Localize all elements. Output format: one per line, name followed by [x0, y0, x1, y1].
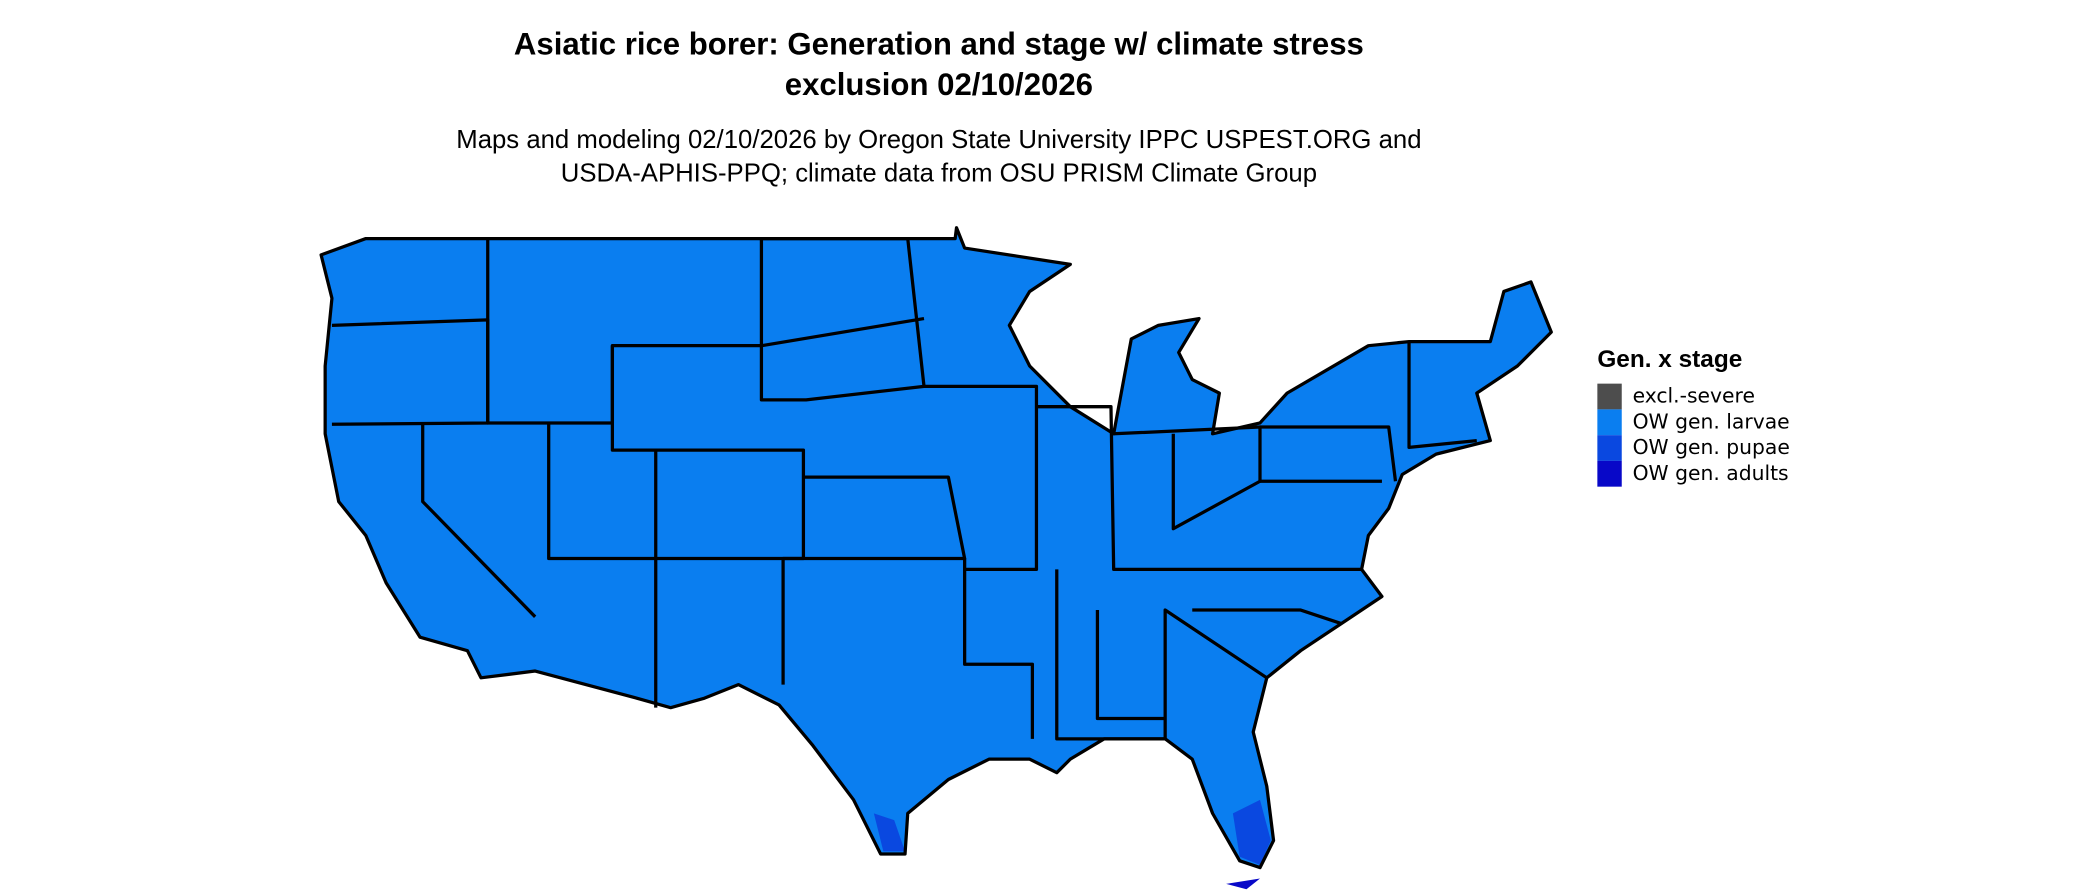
title-line: Asiatic rice borer: Generation and stage…: [514, 26, 1364, 61]
legend-label: OW gen. adults: [1633, 461, 1789, 485]
subtitle-line: Maps and modeling 02/10/2026 by Oregon S…: [456, 126, 1421, 154]
title-line: exclusion 02/10/2026: [785, 67, 1093, 102]
legend-title: Gen. x stage: [1597, 346, 1742, 373]
pupae-area: [1232, 799, 1271, 865]
adults-area: [1226, 878, 1260, 890]
subtitle-line: USDA-APHIS-PPQ; climate data from OSU PR…: [561, 160, 1317, 188]
legend-swatch: [1597, 409, 1622, 436]
legend-swatch: [1597, 435, 1622, 461]
us-area: [321, 227, 1552, 868]
legend-label: excl.-severe: [1633, 384, 1755, 408]
legend-swatch: [1597, 383, 1622, 410]
pupae-area: [873, 813, 906, 852]
us-outline: [319, 226, 1553, 870]
map: [319, 226, 1553, 890]
legend-swatch: [1597, 460, 1622, 487]
legend-label: OW gen. larvae: [1633, 409, 1790, 433]
state-borders: [331, 236, 1477, 741]
legend-label: OW gen. pupae: [1633, 435, 1790, 459]
